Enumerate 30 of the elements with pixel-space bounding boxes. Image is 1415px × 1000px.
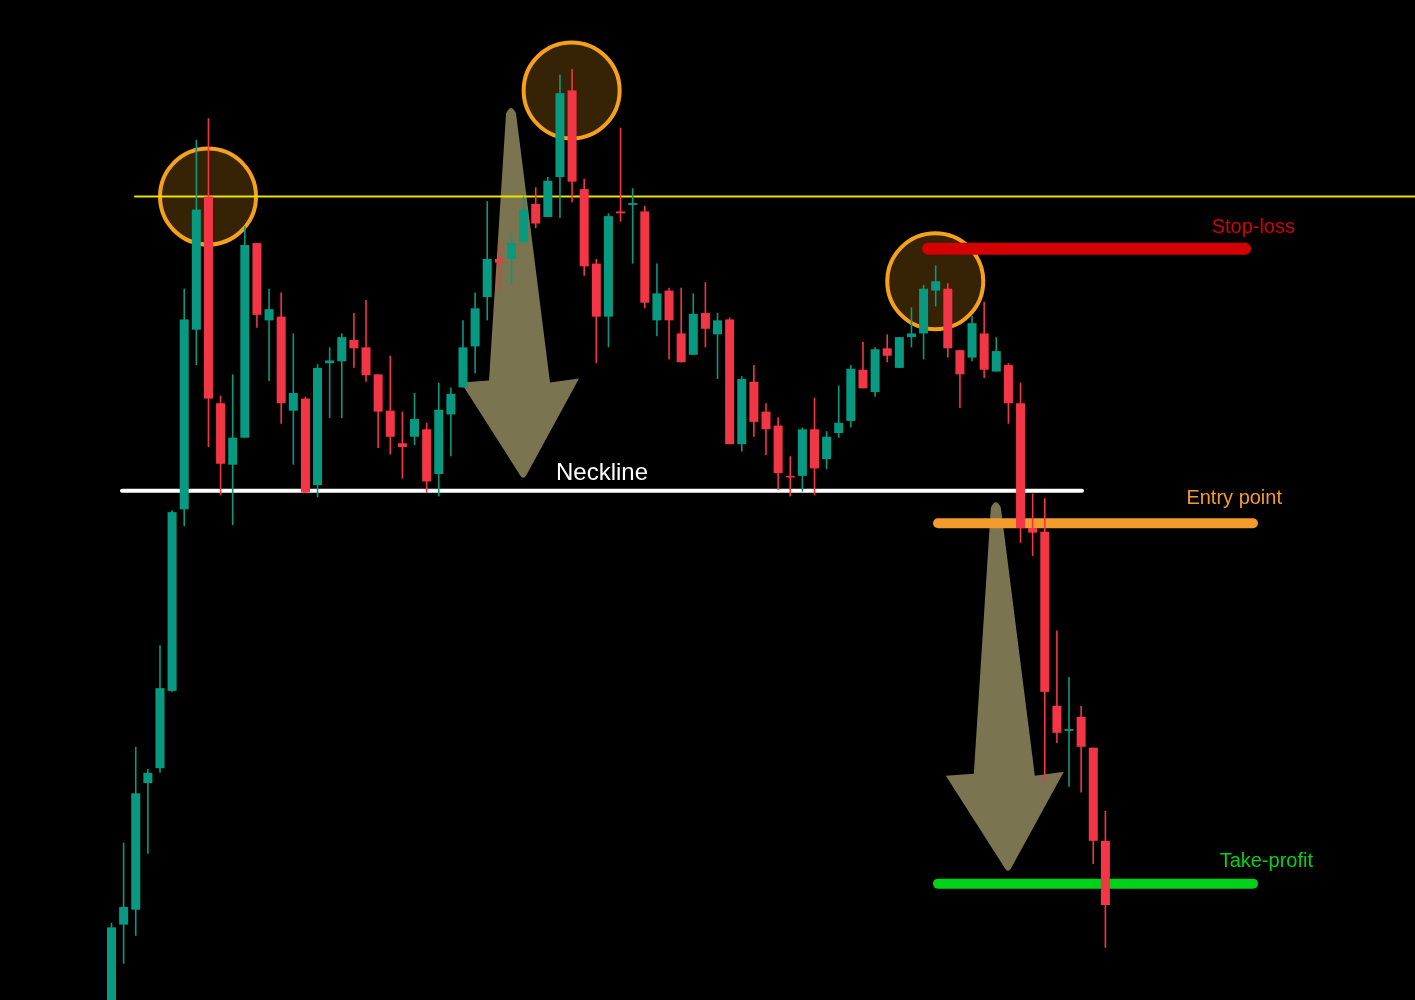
candlestick [446,386,456,458]
candlestick [991,336,1001,373]
candlestick [1064,676,1074,788]
candlestick [882,333,892,364]
candlestick [531,186,541,229]
candlestick [858,340,868,390]
candlestick [700,281,710,349]
candlestick [349,312,359,369]
ref-line-label: Neckline [555,457,649,485]
candlestick [494,242,504,292]
candlestick [288,332,298,466]
candlestick [834,384,844,439]
candlestick [1028,492,1038,557]
candlestick [410,392,420,446]
candlestick [506,232,516,286]
candlestick [931,264,941,308]
candlestick [906,306,916,349]
candlestick [119,841,129,965]
candlestick [713,312,723,380]
ref-line-label: Entry point [1186,486,1283,509]
candlestick [397,410,407,480]
candlestick [143,768,153,855]
ref-line-label: Stop-loss [1211,214,1295,237]
candlestick [822,430,832,471]
candlestick [761,402,771,457]
candlestick [616,126,626,223]
ref-line-label: Take-profit [1219,848,1314,871]
candlestick [628,187,638,265]
candlestick [264,287,274,382]
candlestick [325,346,335,419]
